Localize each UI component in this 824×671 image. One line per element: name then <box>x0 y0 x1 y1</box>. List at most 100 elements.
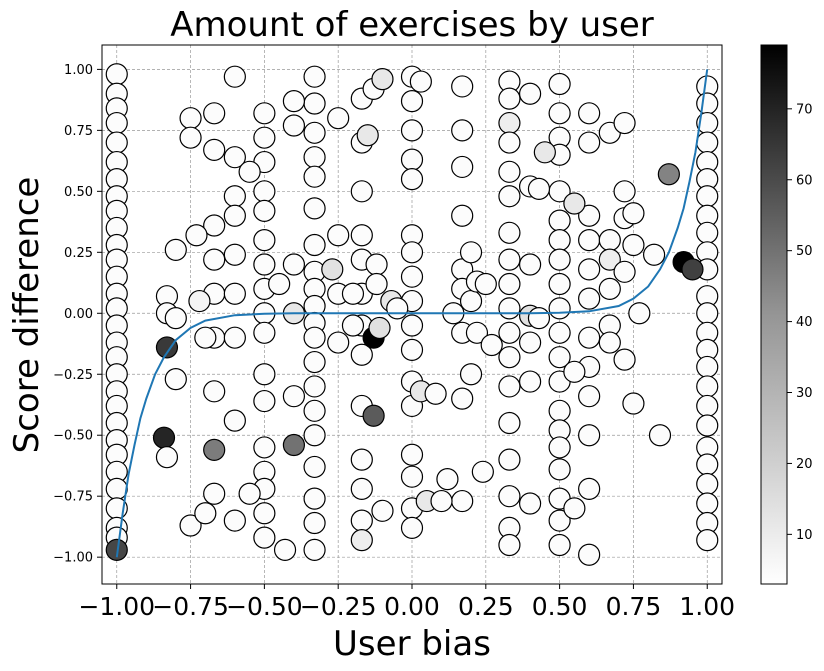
data-point <box>350 477 373 500</box>
data-point <box>578 229 601 252</box>
data-point <box>613 348 636 371</box>
data-point <box>400 338 424 361</box>
data-point <box>164 368 187 391</box>
data-point <box>203 380 226 403</box>
data-point <box>368 316 391 340</box>
data-point <box>498 272 521 296</box>
data-point <box>578 543 601 566</box>
data-point <box>548 436 571 459</box>
data-point <box>303 455 326 479</box>
data-point <box>548 346 571 369</box>
data-point <box>613 180 636 203</box>
data-point <box>451 489 474 513</box>
data-point <box>459 363 483 386</box>
data-point <box>657 163 680 186</box>
data-point <box>105 477 128 500</box>
data-point <box>648 424 672 447</box>
data-point <box>696 453 719 476</box>
data-point <box>400 516 424 540</box>
data-point <box>598 331 621 354</box>
colorbar-tick-label: 50 <box>796 244 813 259</box>
x-tick-label: 0.25 <box>458 592 514 621</box>
data-point <box>223 146 246 169</box>
data-point <box>696 355 719 379</box>
data-point <box>303 399 326 422</box>
x-tick-label: −0.50 <box>226 592 303 621</box>
data-point <box>223 204 246 227</box>
data-point <box>563 192 586 215</box>
data-point <box>498 111 521 135</box>
data-point <box>400 443 424 466</box>
data-point <box>350 343 373 366</box>
data-point <box>527 307 551 330</box>
data-point <box>203 214 226 237</box>
colorbar-tick-label: 60 <box>796 173 813 188</box>
data-point <box>303 165 326 188</box>
data-point <box>350 509 373 532</box>
data-point <box>203 102 226 125</box>
data-point <box>548 297 571 320</box>
data-point <box>362 404 385 427</box>
data-point <box>105 111 128 135</box>
data-point <box>223 282 246 305</box>
data-point <box>498 221 521 244</box>
data-point <box>498 448 521 471</box>
data-point <box>696 131 719 154</box>
data-point <box>451 119 474 142</box>
x-tick-label: −1.00 <box>78 592 155 621</box>
y-tick-label: 0.25 <box>64 246 93 261</box>
data-point <box>282 385 306 408</box>
data-point <box>365 272 388 296</box>
data-point <box>613 260 636 283</box>
y-tick-label: −0.75 <box>53 490 93 505</box>
y-tick-label: 1.00 <box>64 63 93 78</box>
data-point <box>303 538 326 561</box>
data-point <box>350 180 373 203</box>
data-point <box>194 326 217 349</box>
colorbar-tick-label: 70 <box>796 102 813 117</box>
data-points <box>105 63 719 566</box>
data-point <box>253 199 276 222</box>
data-point <box>179 514 202 537</box>
data-point <box>598 248 621 271</box>
data-point <box>451 204 474 227</box>
data-point <box>578 258 601 281</box>
data-point <box>622 392 645 415</box>
data-point <box>400 241 424 264</box>
data-point <box>341 282 365 305</box>
data-point <box>152 426 176 449</box>
data-point <box>459 289 483 313</box>
data-point <box>400 465 424 488</box>
data-point <box>598 229 621 252</box>
data-point <box>282 89 306 113</box>
y-tick-label: −0.50 <box>53 429 93 444</box>
data-point <box>498 375 521 398</box>
data-point <box>223 243 246 266</box>
x-tick-label: 0.00 <box>384 592 440 621</box>
data-point <box>696 472 719 496</box>
data-point <box>681 258 704 281</box>
data-point <box>548 321 571 344</box>
data-point <box>548 272 571 296</box>
data-point <box>578 385 601 408</box>
data-point <box>303 326 326 349</box>
data-point <box>253 102 276 125</box>
data-point <box>321 258 344 281</box>
data-point <box>155 336 179 359</box>
data-point <box>341 314 365 337</box>
data-point <box>105 538 128 561</box>
data-point <box>223 326 246 349</box>
data-point <box>518 82 542 105</box>
data-point <box>498 87 521 110</box>
data-point <box>696 221 719 244</box>
data-point <box>548 509 571 532</box>
data-point <box>303 65 326 88</box>
data-point <box>400 148 424 171</box>
data-point <box>303 92 326 115</box>
colorbar-tick-label: 40 <box>796 315 813 330</box>
data-point <box>518 253 542 276</box>
data-point <box>105 131 128 154</box>
data-point <box>253 526 276 549</box>
data-point <box>696 375 719 398</box>
